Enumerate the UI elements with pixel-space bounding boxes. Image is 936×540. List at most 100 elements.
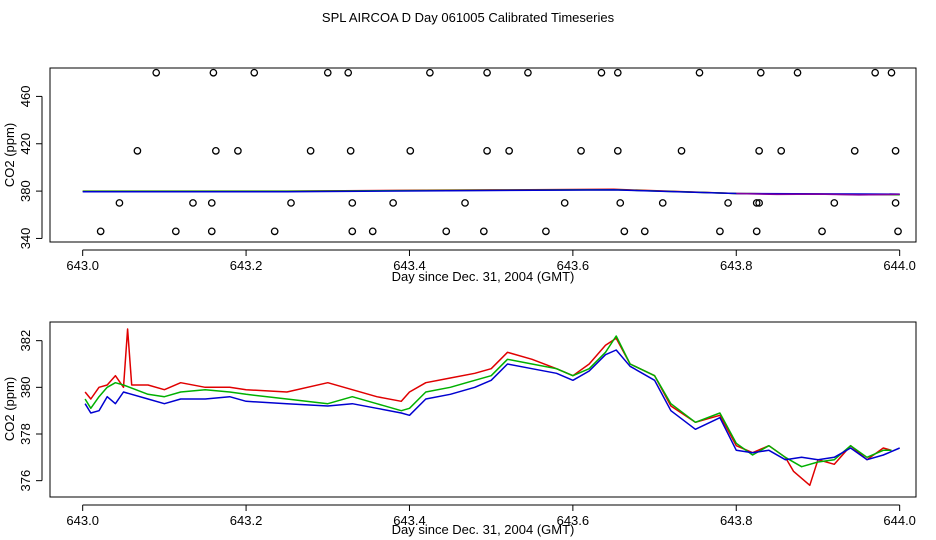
data-point bbox=[613, 68, 622, 77]
x-tick-label: 643.8 bbox=[720, 258, 753, 273]
data-point bbox=[830, 199, 839, 207]
co2-line-panel: 643.0 643.2 643.4 643.6 643.8 644.0 376 378 380… bbox=[2, 321, 917, 537]
data-point bbox=[344, 68, 353, 77]
data-point bbox=[716, 227, 724, 236]
data-point bbox=[894, 227, 902, 236]
series-line-green bbox=[84, 335, 892, 468]
x-tick-label: 643.4 bbox=[393, 513, 426, 528]
y-tick-label: 382 bbox=[18, 330, 33, 352]
x-tick-label: 644.0 bbox=[883, 513, 916, 528]
y-tick-label: 376 bbox=[18, 470, 33, 492]
data-point bbox=[620, 227, 629, 236]
data-point bbox=[96, 227, 105, 236]
data-point bbox=[752, 199, 761, 207]
data-point bbox=[793, 68, 802, 77]
data-point bbox=[677, 147, 686, 155]
data-point bbox=[368, 227, 377, 236]
series-line-blue bbox=[84, 349, 900, 461]
y-axis-label: CO2 (ppm) bbox=[2, 123, 17, 187]
series-line-purple bbox=[736, 192, 900, 196]
y-tick-label: 420 bbox=[18, 133, 33, 155]
data-point bbox=[115, 199, 124, 207]
data-point bbox=[389, 199, 397, 207]
data-point bbox=[724, 199, 732, 207]
x-tick-label: 644.0 bbox=[883, 258, 916, 273]
plot-frame bbox=[49, 321, 917, 498]
data-point bbox=[207, 199, 216, 207]
data-point bbox=[640, 227, 649, 236]
x-tick-label: 643.2 bbox=[230, 513, 263, 528]
data-point bbox=[755, 199, 763, 207]
data-point bbox=[323, 68, 332, 77]
y-tick-label: 340 bbox=[18, 228, 33, 250]
x-tick-label: 643.8 bbox=[720, 513, 753, 528]
x-tick-label: 643.0 bbox=[66, 258, 99, 273]
data-point bbox=[209, 68, 218, 77]
data-point bbox=[752, 227, 761, 236]
x-tick-label: 643.0 bbox=[66, 513, 99, 528]
data-point bbox=[461, 199, 469, 207]
y-tick-label: 460 bbox=[18, 86, 33, 108]
y-ticks: 340 380 420 460 bbox=[18, 86, 43, 250]
data-point bbox=[270, 227, 279, 236]
data-point bbox=[406, 147, 415, 155]
data-point bbox=[442, 227, 451, 236]
data-point bbox=[426, 68, 434, 77]
data-point bbox=[891, 147, 900, 155]
x-tick-label: 643.4 bbox=[393, 258, 426, 273]
data-point bbox=[171, 227, 180, 236]
x-axis-label: Day since Dec. 31, 2004 (GMT) bbox=[392, 522, 575, 537]
data-point bbox=[483, 147, 491, 155]
plot-frame bbox=[49, 67, 917, 243]
data-point bbox=[777, 147, 786, 155]
data-points bbox=[96, 68, 902, 236]
data-point bbox=[818, 227, 826, 236]
y-tick-label: 378 bbox=[18, 423, 33, 445]
data-point bbox=[211, 147, 220, 155]
data-point bbox=[524, 68, 532, 77]
data-point bbox=[891, 199, 900, 207]
data-point bbox=[613, 147, 622, 155]
data-point bbox=[695, 68, 704, 77]
data-point bbox=[887, 68, 896, 77]
data-point bbox=[483, 68, 491, 77]
data-point bbox=[871, 68, 880, 77]
data-point bbox=[577, 147, 585, 155]
x-ticks: 643.0 643.2 643.4 643.6 643.8 644.0 bbox=[66, 249, 916, 273]
y-axis-label: CO2 (ppm) bbox=[2, 377, 17, 441]
y-tick-label: 380 bbox=[18, 180, 33, 202]
data-point bbox=[597, 68, 606, 77]
data-point bbox=[306, 147, 315, 155]
data-point bbox=[850, 147, 859, 155]
data-point bbox=[152, 68, 161, 77]
series-line-red bbox=[84, 328, 892, 487]
x-tick-label: 643.2 bbox=[230, 258, 263, 273]
data-point bbox=[346, 147, 355, 155]
data-point bbox=[348, 227, 357, 236]
data-lines bbox=[84, 328, 900, 487]
data-point bbox=[234, 147, 242, 155]
data-point bbox=[616, 199, 625, 207]
y-tick-label: 380 bbox=[18, 376, 33, 398]
data-point bbox=[287, 199, 295, 207]
x-tick-label: 643.6 bbox=[557, 258, 590, 273]
data-point bbox=[542, 227, 550, 236]
data-point bbox=[348, 199, 357, 207]
data-point bbox=[505, 147, 513, 155]
data-point bbox=[133, 147, 142, 155]
x-tick-label: 643.6 bbox=[557, 513, 590, 528]
y-ticks: 376 378 380 382 bbox=[18, 330, 43, 492]
x-axis-label: Day since Dec. 31, 2004 (GMT) bbox=[392, 269, 575, 284]
data-point bbox=[755, 147, 763, 155]
data-lines bbox=[82, 188, 900, 196]
data-point bbox=[250, 68, 259, 77]
x-ticks: 643.0 643.2 643.4 643.6 643.8 644.0 bbox=[66, 504, 916, 528]
data-point bbox=[756, 68, 765, 77]
data-point bbox=[189, 199, 197, 207]
co2-scatter-panel: 643.0 643.2 643.4 643.6 643.8 644.0 340 380 420… bbox=[2, 67, 917, 284]
data-point bbox=[207, 227, 216, 236]
figure-title: SPL AIRCOA D Day 061005 Calibrated Times… bbox=[322, 10, 615, 25]
data-point bbox=[658, 199, 667, 207]
data-point bbox=[479, 227, 488, 236]
